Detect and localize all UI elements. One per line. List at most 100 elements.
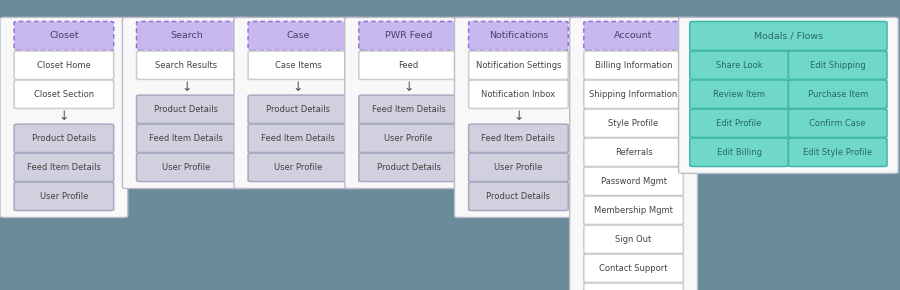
- Text: Billing Information: Billing Information: [595, 61, 672, 70]
- FancyBboxPatch shape: [584, 283, 683, 290]
- FancyBboxPatch shape: [359, 124, 458, 153]
- Text: Modals / Flows: Modals / Flows: [754, 31, 823, 41]
- FancyBboxPatch shape: [248, 153, 347, 182]
- FancyBboxPatch shape: [248, 21, 347, 50]
- Text: Account: Account: [615, 31, 652, 41]
- Text: ↓: ↓: [181, 81, 192, 94]
- FancyBboxPatch shape: [469, 80, 568, 108]
- FancyBboxPatch shape: [689, 51, 788, 79]
- FancyBboxPatch shape: [359, 51, 458, 79]
- Text: Feed Item Details: Feed Item Details: [149, 134, 223, 143]
- Text: User Profile: User Profile: [40, 192, 88, 201]
- Text: Contact Support: Contact Support: [599, 264, 668, 273]
- Text: Case: Case: [286, 31, 310, 41]
- Text: Notification Inbox: Notification Inbox: [482, 90, 555, 99]
- FancyBboxPatch shape: [14, 80, 113, 108]
- Text: Purchase Item: Purchase Item: [807, 90, 868, 99]
- FancyBboxPatch shape: [584, 21, 683, 50]
- FancyBboxPatch shape: [584, 196, 683, 224]
- Text: Search Results: Search Results: [155, 61, 218, 70]
- FancyBboxPatch shape: [469, 182, 568, 211]
- FancyBboxPatch shape: [454, 17, 582, 218]
- FancyBboxPatch shape: [788, 80, 887, 108]
- FancyBboxPatch shape: [689, 138, 788, 166]
- Text: Confirm Case: Confirm Case: [809, 119, 866, 128]
- Text: ↓: ↓: [58, 110, 69, 123]
- FancyBboxPatch shape: [584, 138, 683, 166]
- FancyBboxPatch shape: [570, 17, 698, 290]
- Text: Style Profile: Style Profile: [608, 119, 659, 128]
- Text: Product Details: Product Details: [32, 134, 96, 143]
- FancyBboxPatch shape: [122, 17, 250, 189]
- Text: ↓: ↓: [403, 81, 414, 94]
- FancyBboxPatch shape: [14, 153, 113, 182]
- Text: ↓: ↓: [292, 81, 303, 94]
- FancyBboxPatch shape: [359, 95, 458, 124]
- Text: User Profile: User Profile: [494, 163, 543, 172]
- Text: Edit Profile: Edit Profile: [716, 119, 761, 128]
- FancyBboxPatch shape: [248, 124, 347, 153]
- FancyBboxPatch shape: [137, 21, 236, 50]
- Text: Case Items: Case Items: [274, 61, 321, 70]
- Text: Product Details: Product Details: [486, 192, 551, 201]
- Text: Sign Out: Sign Out: [616, 235, 652, 244]
- Text: Feed Item Details: Feed Item Details: [482, 134, 555, 143]
- Text: Feed Item Details: Feed Item Details: [261, 134, 335, 143]
- FancyBboxPatch shape: [679, 17, 898, 173]
- Text: Referrals: Referrals: [615, 148, 652, 157]
- FancyBboxPatch shape: [137, 95, 236, 124]
- FancyBboxPatch shape: [14, 182, 113, 211]
- FancyBboxPatch shape: [584, 109, 683, 137]
- Text: Notification Settings: Notification Settings: [475, 61, 562, 70]
- FancyBboxPatch shape: [584, 254, 683, 282]
- Text: Edit Shipping: Edit Shipping: [810, 61, 866, 70]
- FancyBboxPatch shape: [234, 17, 362, 189]
- FancyBboxPatch shape: [689, 80, 788, 108]
- Text: Closet: Closet: [50, 31, 78, 41]
- FancyBboxPatch shape: [584, 167, 683, 195]
- Text: Notifications: Notifications: [489, 31, 548, 41]
- FancyBboxPatch shape: [788, 109, 887, 137]
- FancyBboxPatch shape: [788, 138, 887, 166]
- Text: Feed: Feed: [399, 61, 418, 70]
- Text: ↓: ↓: [513, 110, 524, 123]
- FancyBboxPatch shape: [345, 17, 472, 189]
- Text: Share Look: Share Look: [716, 61, 762, 70]
- FancyBboxPatch shape: [584, 225, 683, 253]
- FancyBboxPatch shape: [584, 51, 683, 79]
- Text: Edit Style Profile: Edit Style Profile: [803, 148, 872, 157]
- FancyBboxPatch shape: [137, 124, 236, 153]
- Text: Password Mgmt: Password Mgmt: [600, 177, 667, 186]
- Text: Shipping Information: Shipping Information: [590, 90, 678, 99]
- FancyBboxPatch shape: [359, 21, 458, 50]
- Text: User Profile: User Profile: [162, 163, 211, 172]
- FancyBboxPatch shape: [689, 109, 788, 137]
- Text: User Profile: User Profile: [274, 163, 322, 172]
- Text: Closet Home: Closet Home: [37, 61, 91, 70]
- Text: Edit Billing: Edit Billing: [716, 148, 761, 157]
- Text: Feed Item Details: Feed Item Details: [27, 163, 101, 172]
- FancyBboxPatch shape: [137, 51, 236, 79]
- Text: Search: Search: [170, 31, 202, 41]
- FancyBboxPatch shape: [14, 124, 113, 153]
- Text: Closet Section: Closet Section: [34, 90, 94, 99]
- FancyBboxPatch shape: [469, 51, 568, 79]
- FancyBboxPatch shape: [469, 124, 568, 153]
- Text: Product Details: Product Details: [154, 105, 219, 114]
- FancyBboxPatch shape: [359, 153, 458, 182]
- Text: Membership Mgmt: Membership Mgmt: [594, 206, 673, 215]
- Text: PWR Feed: PWR Feed: [385, 31, 432, 41]
- Text: Feed Item Details: Feed Item Details: [372, 105, 446, 114]
- Text: Review Item: Review Item: [713, 90, 765, 99]
- Text: Product Details: Product Details: [266, 105, 330, 114]
- FancyBboxPatch shape: [14, 21, 113, 50]
- FancyBboxPatch shape: [0, 17, 128, 218]
- FancyBboxPatch shape: [584, 80, 683, 108]
- FancyBboxPatch shape: [469, 153, 568, 182]
- FancyBboxPatch shape: [137, 153, 236, 182]
- Text: User Profile: User Profile: [384, 134, 433, 143]
- FancyBboxPatch shape: [248, 95, 347, 124]
- FancyBboxPatch shape: [788, 51, 887, 79]
- FancyBboxPatch shape: [14, 51, 113, 79]
- FancyBboxPatch shape: [469, 21, 568, 50]
